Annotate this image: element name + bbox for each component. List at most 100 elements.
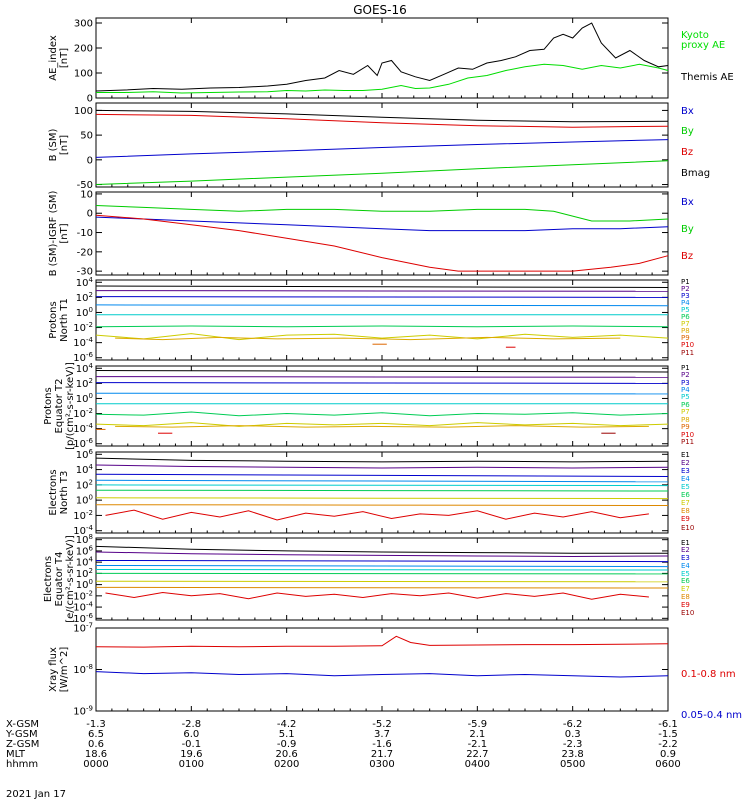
y-axis-label: [nT] xyxy=(59,48,70,68)
footer-value: -0.1 xyxy=(182,739,202,750)
series-line-e8 xyxy=(95,586,669,589)
footer-value: -5.9 xyxy=(468,719,488,730)
legend-entry: P8 xyxy=(681,416,690,424)
y-axis-label: Equator T2 xyxy=(54,379,65,434)
footer-value: -2.8 xyxy=(182,719,202,730)
series-line-bmag xyxy=(95,109,669,123)
footer-value: -1.5 xyxy=(658,729,678,740)
series-line-p2 xyxy=(95,290,669,292)
legend-entry: 0.1-0.8 nm xyxy=(681,669,736,680)
y-tick-label: 200 xyxy=(74,44,93,55)
legend-entry: E5 xyxy=(681,483,690,491)
y-tick-label: 0 xyxy=(87,209,93,220)
footer-row-label: Y-GSM xyxy=(5,729,38,740)
legend-entry: E8 xyxy=(681,593,690,601)
legend-entry: P1 xyxy=(681,278,690,286)
series-line-e2 xyxy=(95,551,669,558)
panel-bsm: -50 0 50 100 B (SM) [nT] Bx By Bz Bmag xyxy=(48,102,710,191)
footer-value: 0500 xyxy=(560,759,585,770)
footer-date: 2021 Jan 17 xyxy=(6,789,66,800)
series-line-kyoto-proxy-ae xyxy=(96,63,669,94)
series-line-e3 xyxy=(95,473,669,477)
legend-entry: P1 xyxy=(681,364,690,372)
footer-value: -1.3 xyxy=(86,719,106,730)
legend-entry: P5 xyxy=(681,393,690,401)
footer-value: 19.6 xyxy=(180,749,202,760)
footer-value: -6.2 xyxy=(563,719,583,730)
y-tick-label: 10 xyxy=(80,189,93,200)
y-tick-label: -50 xyxy=(77,180,93,191)
y-axis-label: [nT] xyxy=(59,135,70,155)
series-line-e4 xyxy=(95,565,669,568)
series-line-p2 xyxy=(95,376,669,378)
footer-value: -6.1 xyxy=(658,719,678,730)
y-tick-label: -10 xyxy=(77,228,93,239)
legend-entry: P5 xyxy=(681,306,690,314)
y-axis-label: North T3 xyxy=(59,471,70,515)
series-line-e9 xyxy=(105,591,649,600)
legend-entry: E6 xyxy=(681,577,690,585)
footer-value: 5.1 xyxy=(279,729,295,740)
series-line-bx xyxy=(95,139,669,158)
footer-value: 21.7 xyxy=(371,749,393,760)
legend-entry: E10 xyxy=(681,609,694,617)
legend-entry: 0.05-0.4 nm xyxy=(681,710,742,721)
legend-entry: E9 xyxy=(681,601,690,609)
legend-entry: Bmag xyxy=(681,168,710,179)
footer-value: -5.2 xyxy=(372,719,392,730)
legend-entry: P10 xyxy=(681,341,694,349)
legend-entry: P2 xyxy=(681,285,690,293)
footer-row-label: MLT xyxy=(6,749,26,760)
footer-value: 6.5 xyxy=(88,729,104,740)
footer-value: -2.3 xyxy=(563,739,583,750)
legend-entry: P11 xyxy=(681,349,694,357)
legend-entry: E5 xyxy=(681,570,690,578)
series-line-p6 xyxy=(95,325,669,328)
legend-entry: Bx xyxy=(681,197,694,208)
footer-value: -0.9 xyxy=(277,739,297,750)
legend-entry: E9 xyxy=(681,515,690,523)
series-line-p1 xyxy=(95,370,669,373)
ephemeris-footer: X-GSM -1.3 -2.8 -4.2 -5.2 -5.9 -6.2 -6.1 Y-GSM 6.… xyxy=(5,719,681,770)
legend-entry: P3 xyxy=(681,292,690,300)
legend-entry: P4 xyxy=(681,386,690,394)
legend-entry: P9 xyxy=(681,423,690,431)
series-line-0-1-0-8-nm xyxy=(95,635,669,648)
y-axis-label: Electrons xyxy=(43,556,54,602)
legend-entry: P6 xyxy=(681,401,690,409)
legend-entry: P2 xyxy=(681,371,690,379)
footer-row-label: hhmm xyxy=(6,759,38,770)
series-line-e5 xyxy=(95,484,669,487)
y-tick-label: 0 xyxy=(87,155,93,166)
footer-value: 18.6 xyxy=(85,749,107,760)
series-line-e8 xyxy=(95,504,669,506)
legend-entry: E6 xyxy=(681,491,690,499)
legend-entry: Kyoto xyxy=(681,30,709,41)
legend-entry: E2 xyxy=(681,546,690,554)
y-axis-label: Equator T4 xyxy=(54,552,65,607)
footer-value: 0400 xyxy=(465,759,490,770)
series-line-e3 xyxy=(95,560,669,563)
legend-entry: P4 xyxy=(681,299,690,307)
panel-bigrf: -30 -20 -10 0 10 B (SM)-IGRF (SM) [nT] Bx By Bz xyxy=(48,189,694,277)
footer-value: 2.1 xyxy=(469,729,485,740)
legend-entry: E1 xyxy=(681,539,690,547)
legend-entry: P7 xyxy=(681,320,690,328)
footer-value: 0.6 xyxy=(88,739,104,750)
y-axis-label: Xray flux xyxy=(48,647,59,692)
series-line-bz xyxy=(95,113,669,128)
y-axis-label: AE_index xyxy=(48,35,59,81)
y-axis-label: [e/(cm²-s-sr-keV)] xyxy=(65,535,76,623)
series-line-e5 xyxy=(95,569,669,571)
series-line-p7 xyxy=(95,422,669,427)
series-line-e1 xyxy=(95,457,669,463)
series-line-p6 xyxy=(95,411,669,417)
legend-entry: E7 xyxy=(681,499,690,507)
footer-value: 22.7 xyxy=(466,749,488,760)
y-axis-label: [W/m^2] xyxy=(59,647,70,693)
series-line-p3 xyxy=(95,382,669,384)
series-line-themis-ae xyxy=(95,22,669,92)
